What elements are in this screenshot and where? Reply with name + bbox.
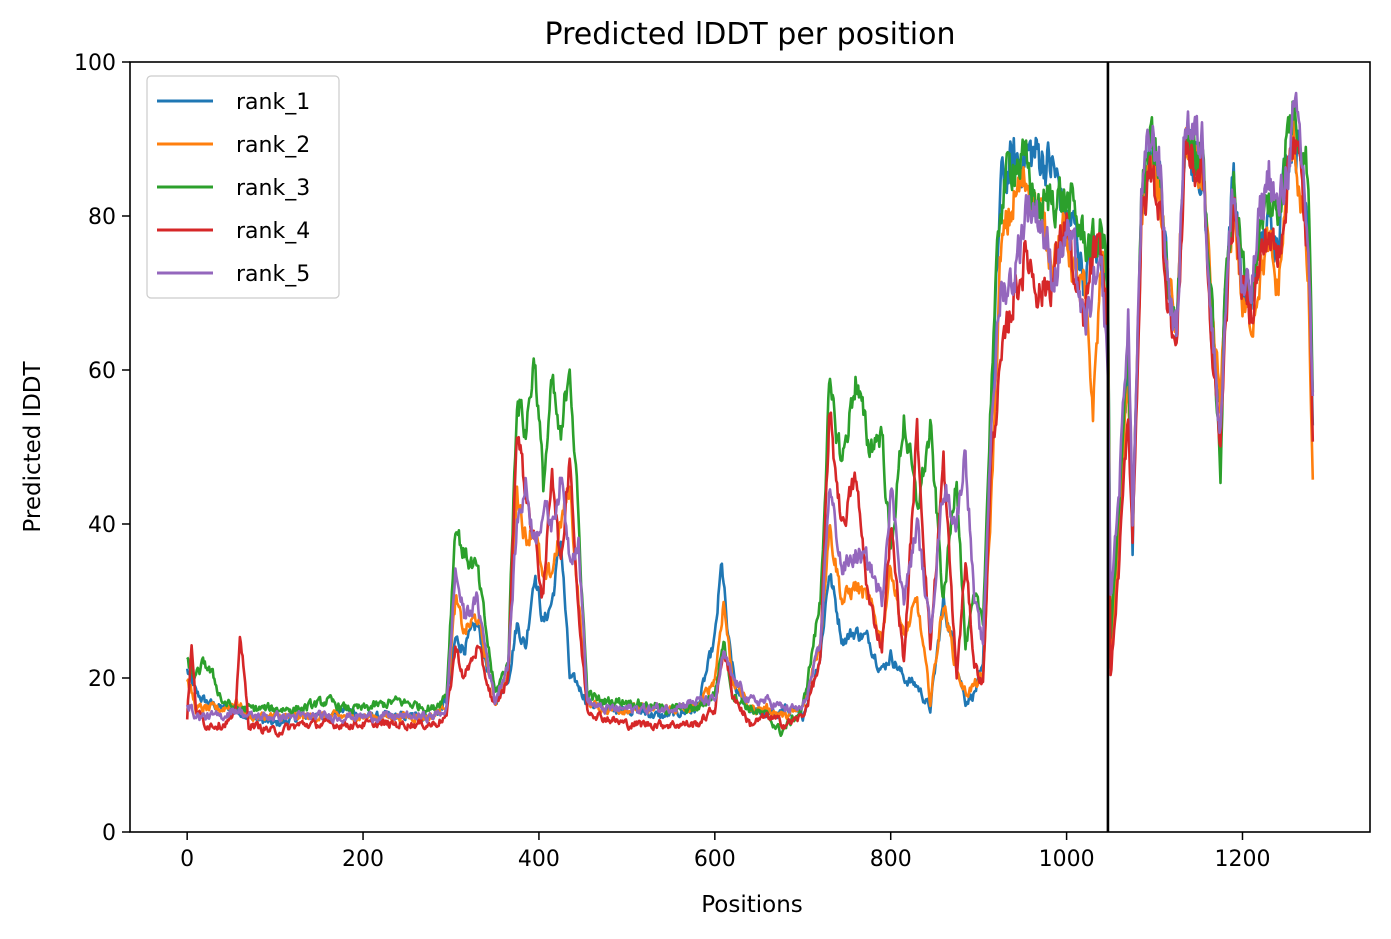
- legend-label-rank_1: rank_1: [236, 90, 310, 115]
- y-tick-label: 40: [88, 513, 116, 538]
- x-tick-label: 1200: [1214, 847, 1270, 872]
- plot-frame: [129, 61, 1371, 833]
- legend-label-rank_5: rank_5: [236, 262, 310, 287]
- series-lines: [185, 91, 1315, 738]
- legend-label-rank_2: rank_2: [236, 133, 310, 158]
- legend-box: [146, 75, 340, 299]
- x-axis: 0 200 400 600 800 1000 1200: [180, 832, 1270, 872]
- x-tick-label: 200: [342, 847, 384, 872]
- x-tick-label: 1000: [1039, 847, 1095, 872]
- y-axis: 0 20 40 60 80 100: [74, 51, 130, 846]
- x-axis-label: Positions: [701, 892, 803, 918]
- y-tick-label: 0: [102, 821, 116, 846]
- y-axis-label: Predicted lDDT: [20, 360, 46, 532]
- legend: rank_1 rank_2 rank_3 rank_4 rank_5: [146, 75, 340, 299]
- x-tick-label: 600: [694, 847, 736, 872]
- chart-title: Predicted lDDT per position: [545, 17, 956, 52]
- y-tick-label: 100: [74, 51, 116, 76]
- legend-label-rank_4: rank_4: [236, 219, 310, 244]
- y-tick-label: 80: [88, 205, 116, 230]
- series-line-rank_4: [185, 136, 1315, 738]
- x-tick-label: 0: [180, 847, 194, 872]
- x-tick-label: 800: [870, 847, 912, 872]
- x-tick-label: 400: [518, 847, 560, 872]
- y-tick-label: 20: [88, 667, 116, 692]
- y-tick-label: 60: [88, 359, 116, 384]
- legend-label-rank_3: rank_3: [236, 176, 310, 201]
- series-line-rank_5: [185, 91, 1315, 724]
